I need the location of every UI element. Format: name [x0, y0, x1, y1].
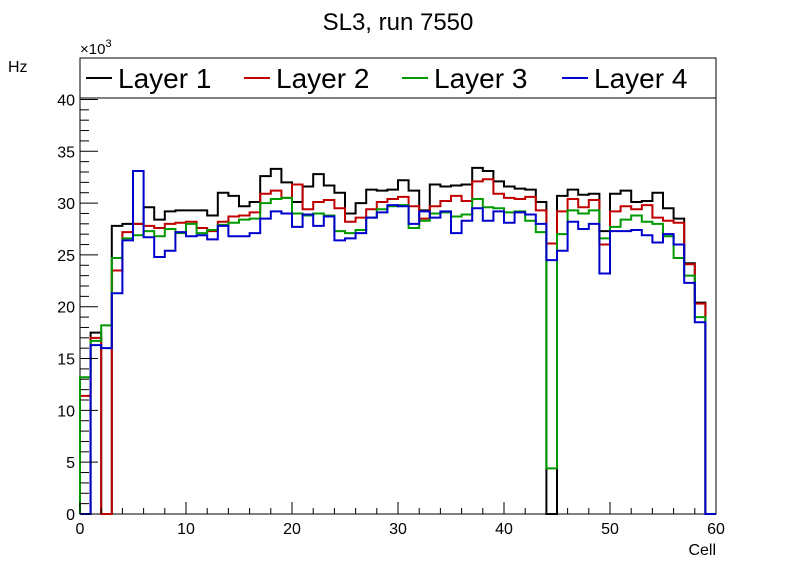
y-tick-label: 0	[66, 507, 75, 524]
svg-text:×103: ×103	[80, 38, 112, 58]
y-tick-label: 40	[57, 92, 75, 109]
legend-entry-layer-3: Layer 3	[402, 63, 527, 94]
legend-label: Layer 2	[276, 63, 369, 94]
legend-entry-layer-1: Layer 1	[86, 63, 211, 94]
y-tick-label: 30	[57, 196, 75, 213]
series-line-layer-1	[80, 166, 716, 515]
y-exponent-base: ×10	[80, 41, 105, 58]
x-tick-label: 60	[707, 521, 725, 538]
y-tick-label: 20	[57, 300, 75, 317]
legend-label: Layer 4	[594, 63, 687, 94]
legend-label: Layer 1	[118, 63, 211, 94]
axes-group: 0 10 20 30 40 50 60 0 5 10 15 20 25 30 35 40	[57, 57, 725, 538]
x-tick-label: 0	[76, 521, 85, 538]
legend-entry-layer-2: Layer 2	[244, 63, 369, 94]
x-tick-label: 50	[601, 521, 619, 538]
y-tick-label: 15	[57, 352, 75, 369]
legend-label: Layer 3	[434, 63, 527, 94]
y-axis-label: Hz	[8, 59, 28, 76]
series-line-layer-4	[80, 169, 716, 515]
series-group	[79, 166, 716, 515]
y-axis-exponent: ×103	[80, 38, 112, 58]
x-tick-label: 10	[177, 521, 195, 538]
y-tick-label: 35	[57, 144, 75, 161]
chart-title: SL3, run 7550	[323, 9, 474, 36]
plot-frame-group	[79, 57, 717, 515]
y-tick-label: 10	[57, 403, 75, 420]
x-tick-label: 40	[495, 521, 513, 538]
x-tick-label: 20	[283, 521, 301, 538]
legend: Layer 1 Layer 2 Layer 3 Layer 4	[79, 57, 717, 99]
y-tick-label: 5	[66, 455, 75, 472]
legend-entry-layer-4: Layer 4	[562, 63, 687, 94]
legend-box	[79, 57, 717, 99]
x-tick-label: 30	[389, 521, 407, 538]
x-axis-label: Cell	[688, 542, 716, 559]
plot-frame	[79, 57, 717, 515]
y-exponent-power: 3	[105, 38, 111, 50]
y-tick-label: 25	[57, 248, 75, 265]
